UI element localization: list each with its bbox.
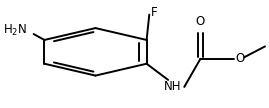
Text: NH: NH bbox=[164, 80, 182, 93]
Text: H$_2$N: H$_2$N bbox=[3, 23, 27, 38]
Text: F: F bbox=[151, 6, 157, 19]
Text: O: O bbox=[235, 52, 245, 65]
Text: O: O bbox=[196, 15, 205, 28]
